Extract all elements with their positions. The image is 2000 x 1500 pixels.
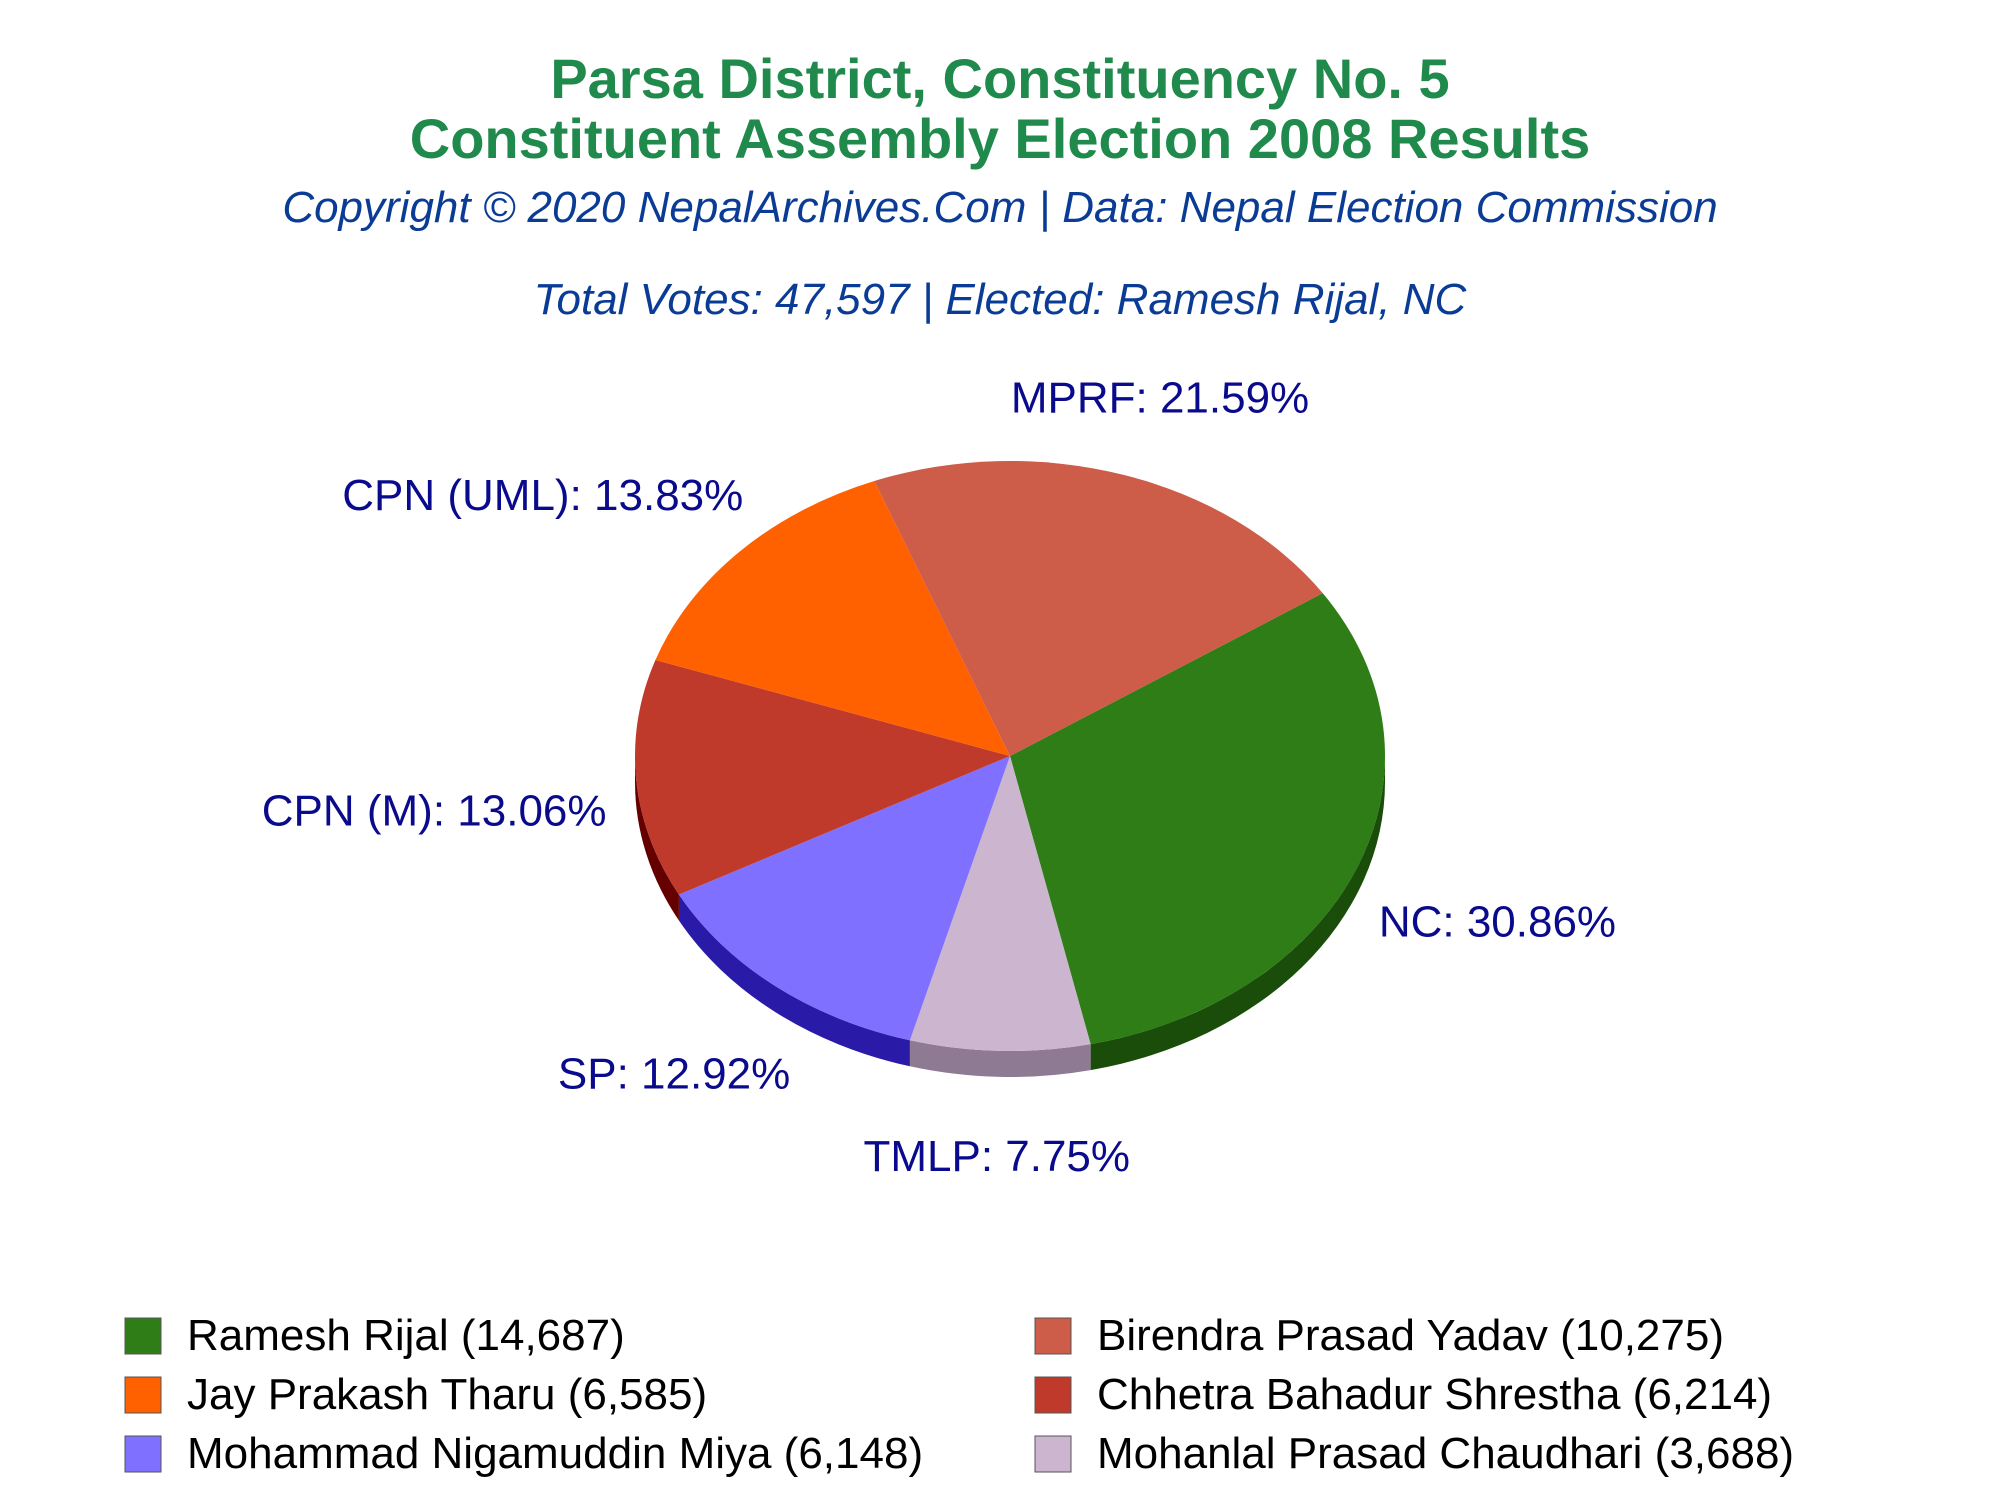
pie-labels: NC: 30.86% TMLP: 7.75% SP: 12.92% CPN (M): … — [262, 374, 1616, 1181]
legend-swatch-sp — [124, 1435, 162, 1473]
pie-slice-cpn-m- — [634, 659, 1010, 895]
slice-label-cpn-uml-: CPN (UML): 13.83% — [342, 471, 743, 520]
legend-label-sp: Mohammad Nigamuddin Miya (6,148) — [187, 1429, 923, 1478]
pie-slice-nc — [1010, 593, 1385, 1045]
slice-label-tmlp: TMLP: 7.75% — [863, 1132, 1130, 1181]
legend-label-mprf: Birendra Prasad Yadav (10,275) — [1097, 1311, 1724, 1360]
legend-swatch-tmlp — [1034, 1435, 1072, 1473]
chart-title-line2: Constituent Assembly Election 2008 Resul… — [409, 107, 1591, 170]
legend-label-cpn-uml-: Jay Prakash Tharu (6,585) — [187, 1370, 707, 1419]
chart-title-line1: Parsa District, Constituency No. 5 — [550, 47, 1450, 110]
pie-side-tmlp — [909, 1040, 1091, 1077]
slice-label-mprf: MPRF: 21.59% — [1011, 374, 1309, 423]
legend-swatch-mprf — [1034, 1317, 1072, 1355]
pie-side-sp — [678, 894, 910, 1067]
pie-slice-sp — [678, 756, 1010, 1041]
pie-slice-cpn-uml- — [655, 480, 1010, 756]
legend-label-cpn-m-: Chhetra Bahadur Shrestha (6,214) — [1097, 1370, 1772, 1419]
slice-label-sp: SP: 12.92% — [558, 1050, 790, 1099]
summary-text: Total Votes: 47,597 | Elected: Ramesh Ri… — [533, 275, 1467, 324]
pie-tops — [634, 461, 1385, 1051]
legend: Ramesh Rijal (14,687) Birendra Prasad Yad… — [124, 1311, 1794, 1478]
slice-label-cpn-m-: CPN (M): 13.06% — [262, 786, 607, 835]
pie-side-nc — [1090, 756, 1385, 1071]
legend-swatch-nc — [124, 1317, 162, 1355]
legend-label-tmlp: Mohanlal Prasad Chaudhari (3,688) — [1097, 1429, 1794, 1478]
pie-sides — [635, 756, 1385, 1077]
pie-slice-tmlp — [909, 756, 1091, 1051]
slice-label-nc: NC: 30.86% — [1379, 898, 1616, 947]
legend-swatch-cpn-uml- — [124, 1376, 162, 1414]
legend-label-nc: Ramesh Rijal (14,687) — [187, 1311, 625, 1360]
pie-side-cpn-m- — [635, 756, 679, 921]
legend-swatch-cpn-m- — [1034, 1376, 1072, 1414]
copyright-text: Copyright © 2020 NepalArchives.Com | Dat… — [282, 183, 1718, 232]
pie-slice-mprf — [874, 461, 1323, 756]
